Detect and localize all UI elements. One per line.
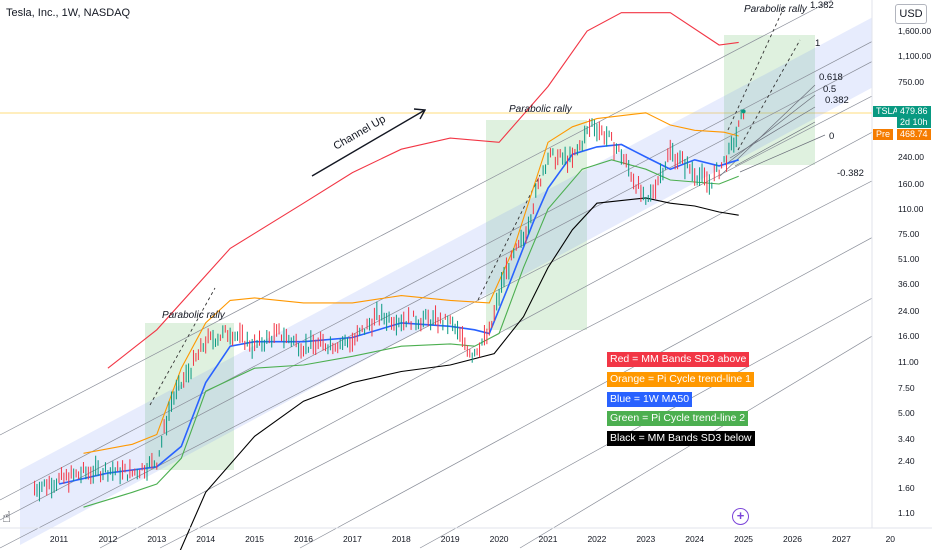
fib-line-2 — [724, 94, 816, 166]
add-plus-icon[interactable]: + — [732, 508, 749, 525]
indicator-1w-ma50 — [58, 143, 739, 485]
fib-label: 0 — [829, 131, 834, 142]
channel-line-1 — [0, 0, 833, 436]
indicator-mm-bands-sd3-above — [107, 12, 739, 369]
y-tick-label: 110.00 — [898, 204, 924, 214]
parabolic-label-1: Parabolic rally — [162, 310, 226, 321]
parabolic-zone-1 — [145, 323, 234, 470]
y-tick-label: 16.00 — [898, 331, 920, 341]
x-tick-label: 2021 — [539, 534, 558, 544]
legend-green: Green = Pi Cycle trend-line 2 — [607, 411, 749, 426]
x-tick-label: 2016 — [294, 534, 313, 544]
x-tick-label: 2017 — [343, 534, 362, 544]
pre-price-tag: 468.74 — [897, 129, 931, 140]
indicator-layer — [58, 12, 739, 550]
countdown-tag: 2d 10h — [897, 117, 931, 128]
x-tick-label: 2027 — [832, 534, 851, 544]
symbol-tag: TSLA — [873, 106, 902, 117]
y-tick-label: 160.00 — [898, 179, 924, 189]
x-tick-label: 2013 — [147, 534, 166, 544]
legend-orange: Orange = Pi Cycle trend-line 1 — [607, 372, 754, 387]
x-tick-label: 2024 — [685, 534, 704, 544]
y-tick-label: 1.60 — [898, 483, 915, 493]
channel-line-5 — [99, 99, 932, 549]
x-tick-label: 2026 — [783, 534, 802, 544]
x-tick-label: 20 — [886, 534, 896, 544]
x-tick-label: 2011 — [50, 534, 69, 544]
y-tick-label: 240.00 — [898, 152, 924, 162]
y-tick-label: 51.00 — [898, 254, 920, 264]
indicator-mm-bands-sd3-below — [179, 197, 739, 550]
y-tick-label: 2.40 — [898, 456, 915, 466]
x-tick-label: 2025 — [734, 534, 753, 544]
y-tick-label: 750.00 — [898, 77, 924, 87]
fib-line-5 — [739, 134, 826, 173]
parabolic-dash-1 — [149, 287, 216, 406]
channel-arrow-head — [413, 108, 427, 120]
x-tick-label: 2023 — [636, 534, 655, 544]
parabolic-dash-3 — [727, 4, 786, 131]
pin-icon[interactable]: ☝ — [2, 509, 12, 526]
y-tick-label: 5.00 — [898, 408, 915, 418]
y-tick-label: 36.00 — [898, 279, 920, 289]
indicator-pi-cycle-trend-line-1 — [83, 112, 739, 454]
x-tick-label: 2022 — [587, 534, 606, 544]
y-tick-label: 3.40 — [898, 434, 915, 444]
legend-red: Red = MM Bands SD3 above — [607, 352, 750, 367]
y-tick-label: 7.50 — [898, 383, 915, 393]
channel-line-2 — [0, 9, 932, 501]
y-tick-label: 75.00 — [898, 229, 920, 239]
legend-black: Black = MM Bands SD3 below — [607, 431, 755, 446]
y-tick-label: 11.00 — [898, 357, 919, 367]
fib-line-4 — [734, 121, 816, 167]
symbol-title: Tesla, Inc., 1W, NASDAQ — [6, 7, 131, 19]
fib-label: 1 — [815, 38, 820, 49]
fib-label: 0.5 — [823, 84, 836, 95]
y-tick-label: 1,600.00 — [898, 26, 931, 36]
channel-line-6 — [159, 149, 932, 549]
fib-label: 0.382 — [825, 95, 849, 106]
x-tick-label: 2012 — [98, 534, 117, 544]
parabolic-label-2: Parabolic rally — [509, 104, 573, 115]
fib-label: 1.382 — [810, 0, 834, 11]
last-price-tag: 479.86 — [897, 106, 931, 117]
parabolic-label-3: Parabolic rally — [744, 4, 808, 15]
price-axis-bg — [872, 0, 932, 550]
currency-button[interactable]: USD — [895, 4, 927, 24]
channel-up-label: Channel Up — [332, 113, 388, 152]
last-price-point — [741, 109, 746, 114]
x-tick-label: 2015 — [245, 534, 264, 544]
candles-layer — [34, 109, 746, 502]
channel-line-3 — [0, 29, 932, 521]
x-tick-label: 2019 — [441, 534, 460, 544]
fib-label: -0.382 — [837, 168, 864, 179]
pre-label-tag: Pre — [873, 129, 894, 140]
x-tick-label: 2020 — [490, 534, 509, 544]
x-tick-label: 2018 — [392, 534, 411, 544]
indicator-pi-cycle-trend-line-2 — [83, 159, 739, 508]
x-tick-label: 2014 — [196, 534, 215, 544]
y-tick-label: 1,100.00 — [898, 51, 931, 61]
channel-band — [20, 0, 905, 545]
legend-blue: Blue = 1W MA50 — [607, 392, 693, 407]
fib-label: 0.618 — [819, 72, 843, 83]
parabolic-dash-2 — [477, 174, 541, 301]
fib-line-3 — [729, 106, 816, 159]
channel-arrow — [311, 109, 426, 177]
y-tick-label: 1.10 — [898, 508, 915, 518]
y-tick-label: 24.00 — [898, 306, 920, 316]
